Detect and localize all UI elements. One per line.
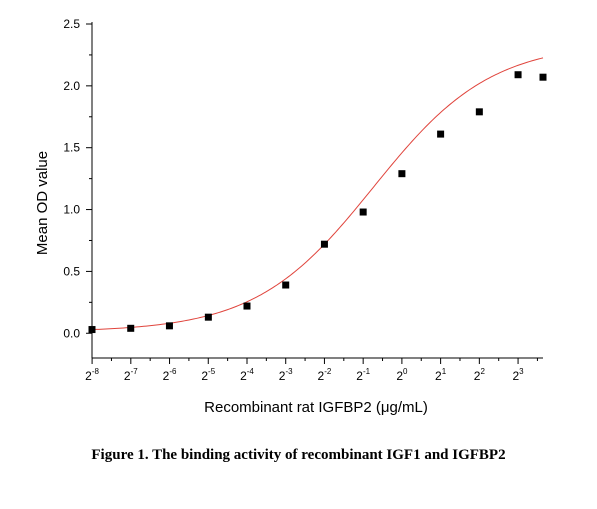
data-point — [127, 324, 135, 332]
axes: 0.0 0.5 1.0 1.5 2.0 2.5 2-8 2-7 2-6 2-5 2-4 2-3 2-2 2… — [63, 17, 543, 383]
data-point — [475, 108, 483, 116]
fit-curve — [91, 57, 544, 331]
x-axis-title: Recombinant rat IGFBP2 (μg/mL) — [204, 399, 428, 416]
data-point — [539, 73, 547, 81]
x-tick-label: 2-8 — [85, 367, 99, 383]
y-tick-label: 0.5 — [63, 264, 80, 278]
y-tick-label: 1.5 — [63, 141, 80, 155]
data-point — [320, 240, 328, 248]
x-tick-label: 2-4 — [240, 367, 254, 383]
x-tick-label: 2-7 — [124, 367, 138, 383]
y-tick-label: 1.0 — [63, 203, 80, 217]
x-tick-label: 23 — [512, 367, 524, 383]
y-tick-label: 0.0 — [63, 326, 80, 340]
x-tick-label: 2-6 — [163, 367, 177, 383]
x-tick-label: 22 — [474, 367, 486, 383]
x-tick-label: 21 — [435, 367, 447, 383]
data-point — [398, 170, 406, 178]
y-tick-label: 2.5 — [63, 17, 80, 31]
data-point — [88, 326, 96, 334]
x-tick-label: 2-1 — [356, 367, 370, 383]
data-point — [282, 281, 290, 289]
figure-caption: Figure 1. The binding activity of recomb… — [91, 447, 506, 463]
data-point — [359, 208, 367, 216]
data-points-layer — [88, 71, 547, 334]
x-tick-label: 2-2 — [318, 367, 332, 383]
x-tick-label: 20 — [396, 367, 408, 383]
data-point — [204, 313, 212, 321]
y-tick-label: 2.0 — [63, 79, 80, 93]
data-point — [514, 71, 522, 79]
chart-svg: 0.0 0.5 1.0 1.5 2.0 2.5 2-8 2-7 2-6 2-5 2-4 2-3 2-2 2… — [34, 17, 547, 416]
y-axis-title: Mean OD value — [34, 151, 51, 255]
chart: 0.0 0.5 1.0 1.5 2.0 2.5 2-8 2-7 2-6 2-5 2-4 2-3 2-2 2… — [34, 17, 547, 416]
x-tick-label: 2-5 — [201, 367, 215, 383]
data-point — [165, 322, 173, 330]
data-point — [243, 302, 251, 310]
data-point — [437, 130, 445, 138]
fit-curve-layer — [91, 57, 544, 331]
x-tick-label: 2-3 — [279, 367, 293, 383]
